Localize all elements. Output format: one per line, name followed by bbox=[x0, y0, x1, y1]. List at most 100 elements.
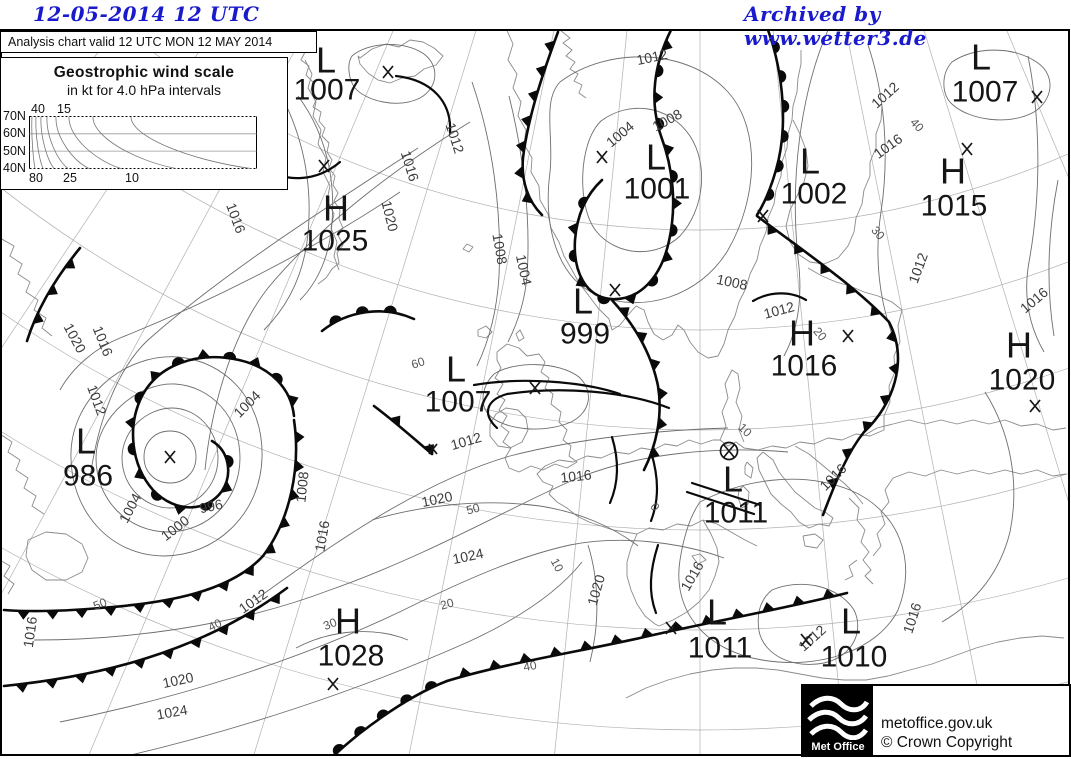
cold-front-pip bbox=[618, 307, 630, 318]
cold-front bbox=[445, 588, 849, 683]
warm-front-pip bbox=[656, 117, 665, 131]
graticule-meridian bbox=[253, 30, 477, 755]
cold-front-pip bbox=[289, 488, 300, 502]
graticule-meridian bbox=[554, 30, 628, 755]
cold-front-pip bbox=[248, 356, 261, 368]
wind-scale-subtitle: in kt for 4.0 hPa intervals bbox=[66, 82, 222, 98]
wind-scale-lat-label: 60N bbox=[3, 126, 26, 141]
occluded-front-line bbox=[131, 355, 296, 509]
graticule-value-label: 30 bbox=[321, 615, 339, 633]
warm-front bbox=[755, 30, 790, 217]
wind-scale-curve bbox=[55, 116, 90, 169]
coastline bbox=[1, 238, 53, 337]
wind-scale-top-tick: 15 bbox=[57, 102, 71, 116]
coastline bbox=[785, 105, 883, 265]
isobar-value-label: 1012 bbox=[84, 383, 110, 418]
graticule-meridian bbox=[1006, 30, 1069, 180]
warm-front-pip bbox=[568, 249, 576, 263]
analysis-validity-text: Analysis chart valid 12 UTC MON 12 MAY 2… bbox=[8, 35, 273, 49]
wind-scale-diagram bbox=[29, 116, 257, 169]
warm-front-pip bbox=[134, 391, 144, 404]
trough-line bbox=[685, 490, 756, 516]
warm-front-pip bbox=[771, 40, 780, 54]
chart-datetime-label: 12-05-2014 12 UTC bbox=[33, 2, 260, 26]
isobar bbox=[582, 107, 702, 253]
cold-front-pip bbox=[527, 89, 539, 103]
center-cross-mark bbox=[164, 450, 176, 464]
isobar-value-label: 1020 bbox=[584, 573, 608, 608]
wind-scale-top-tick: 40 bbox=[31, 102, 45, 116]
cold-front-pip bbox=[64, 257, 76, 269]
warm-front-pip bbox=[383, 305, 397, 314]
pressure-letter: H bbox=[940, 151, 966, 192]
warm-front bbox=[332, 679, 449, 755]
cold-front-pip bbox=[45, 678, 59, 689]
pressure-value: 1007 bbox=[294, 74, 361, 107]
cold-front-pip bbox=[295, 430, 305, 444]
cold-front-pip bbox=[649, 446, 660, 459]
wind-scale-curve bbox=[40, 116, 55, 169]
pressure-letter: L bbox=[707, 592, 727, 633]
isobar bbox=[295, 631, 409, 649]
graticule-value-label: 50 bbox=[91, 595, 109, 613]
occluded-front bbox=[125, 348, 299, 515]
cold-front-pip bbox=[662, 250, 673, 263]
cold-front-pip bbox=[658, 387, 668, 401]
cold-front-pip bbox=[264, 542, 276, 554]
isobar bbox=[297, 95, 334, 301]
pressure-value: 1028 bbox=[318, 640, 385, 673]
isobar bbox=[143, 430, 197, 484]
cold-front-pip bbox=[636, 331, 648, 344]
pressure-value: 1010 bbox=[821, 641, 888, 674]
cold-front-pip bbox=[294, 459, 305, 473]
pressure-value: 1002 bbox=[781, 178, 848, 211]
pressure-value: 1007 bbox=[952, 76, 1019, 109]
isobar-value-label: 996 bbox=[198, 496, 224, 517]
warm-front-line bbox=[755, 30, 785, 217]
isobar-value-label: 1020 bbox=[161, 669, 195, 691]
coastline bbox=[536, 465, 704, 535]
coastline bbox=[494, 343, 578, 473]
pressure-value: 1020 bbox=[989, 364, 1056, 397]
center-cross-mark bbox=[757, 209, 769, 223]
cold-front-pip bbox=[74, 673, 88, 684]
wind-scale-curve bbox=[92, 116, 177, 169]
cold-front-pip bbox=[389, 415, 401, 427]
cold-front-pip bbox=[575, 275, 587, 288]
coastline bbox=[702, 519, 758, 547]
warm-front-pip bbox=[223, 351, 237, 360]
isobar-value-label: 1012 bbox=[635, 46, 669, 68]
isobar-value-label: 1016 bbox=[1017, 284, 1051, 316]
warm-front-pip bbox=[150, 490, 163, 501]
isobar bbox=[507, 95, 529, 343]
center-cross-mark bbox=[529, 381, 541, 395]
warm-front-pip bbox=[765, 188, 775, 201]
center-cross-mark bbox=[800, 633, 812, 647]
warm-front-pip bbox=[647, 274, 659, 287]
warm-front-pip bbox=[225, 455, 234, 468]
cold-front-line bbox=[2, 418, 298, 613]
cold-front-pip bbox=[521, 191, 533, 204]
warm-front bbox=[320, 305, 416, 333]
isobar bbox=[59, 191, 401, 391]
cold-front-pip bbox=[243, 565, 254, 577]
pressure-letter: H bbox=[1006, 325, 1032, 366]
coastline bbox=[515, 329, 525, 342]
warm-front-pip bbox=[778, 69, 787, 83]
graticule-meridian bbox=[923, 30, 1069, 505]
coastline bbox=[462, 243, 474, 253]
center-cross-mark bbox=[318, 159, 330, 173]
warm-front-pip bbox=[354, 726, 366, 737]
isobar bbox=[757, 583, 859, 665]
warm-front-pip bbox=[669, 223, 678, 237]
wind-scale-curve bbox=[130, 116, 252, 169]
isobar bbox=[348, 44, 436, 104]
cold-front-pip bbox=[673, 196, 682, 210]
isobar-value-label: 1004 bbox=[603, 118, 637, 150]
cold-front-line bbox=[609, 297, 661, 472]
coastline bbox=[1, 560, 15, 595]
warm-front-pip bbox=[332, 744, 345, 755]
